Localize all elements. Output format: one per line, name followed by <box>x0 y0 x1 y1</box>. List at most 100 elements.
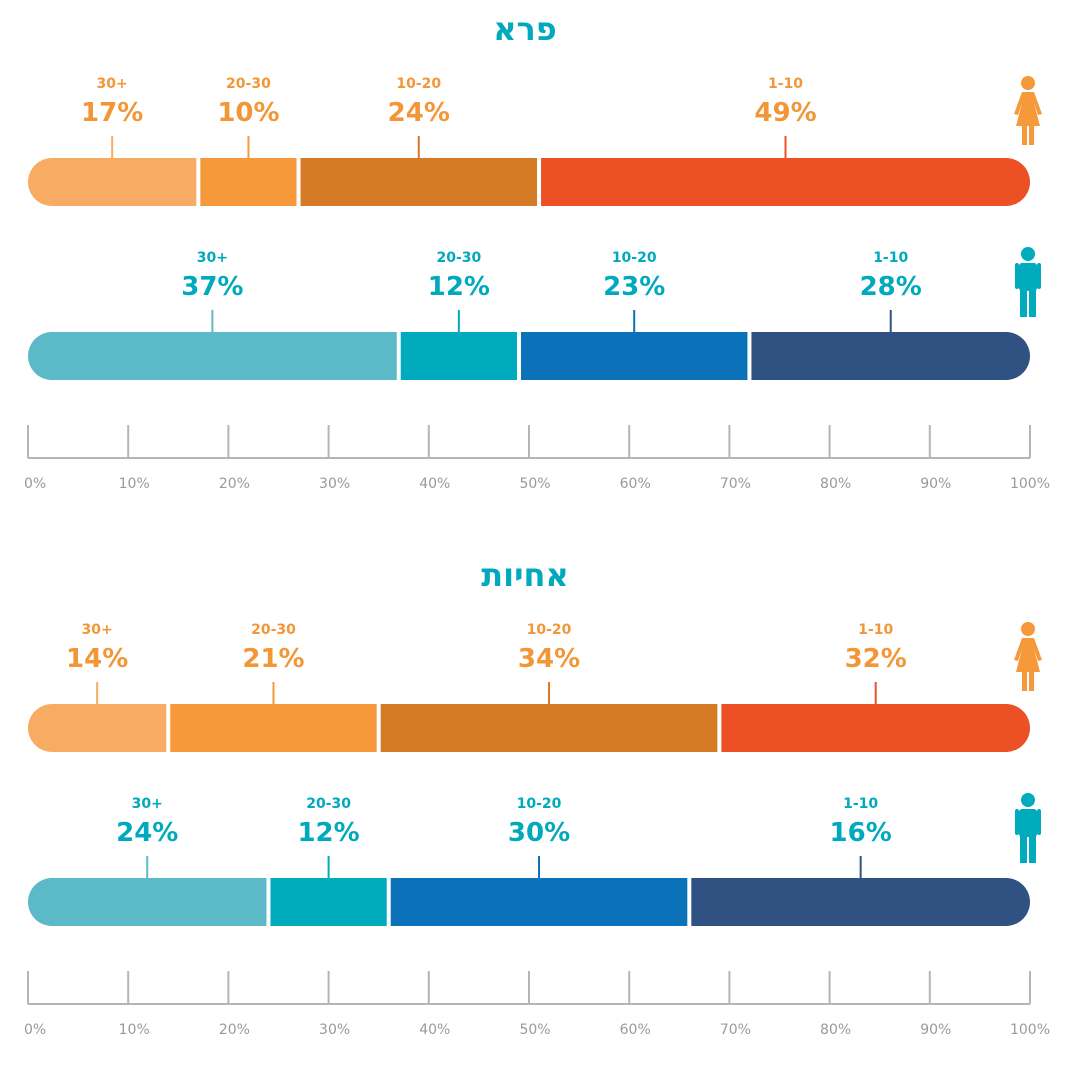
segment-category-label: 20-30 <box>251 622 296 638</box>
bar-row-male: 30+ 24% 20-30 12% 10-20 30% 1-10 16% <box>28 793 1041 926</box>
chart-title: פרא <box>493 10 557 48</box>
x-axis-tick-label: 10% <box>119 476 150 492</box>
segment-category-label: 20-30 <box>436 250 481 266</box>
x-axis-tick-label: 100% <box>1010 1022 1050 1038</box>
bar-segment <box>520 332 748 380</box>
segment-value-label: 49% <box>754 98 816 128</box>
bar-row-female: 30+ 17% 20-30 10% 10-20 24% 1-10 49% <box>28 76 1042 206</box>
x-axis-tick-label: 50% <box>519 476 550 492</box>
segment-category-label: 1-10 <box>873 250 908 266</box>
x-axis-tick-label: 70% <box>720 476 751 492</box>
x-axis-tick-label: 70% <box>720 1022 751 1038</box>
chart-title: אחיות <box>481 556 569 594</box>
x-axis-tick-label: 0% <box>24 476 46 492</box>
x-axis-tick-label: 0% <box>24 1022 46 1038</box>
x-axis-tick-label: 80% <box>820 476 851 492</box>
segment-value-label: 12% <box>428 272 490 302</box>
bar-segment <box>28 332 397 380</box>
bar-row-female: 30+ 14% 20-30 21% 10-20 34% 1-10 32% <box>28 622 1042 752</box>
male-icon-head <box>1021 247 1035 261</box>
male-icon-arm <box>1037 263 1041 289</box>
male-icon-leg <box>1029 835 1036 863</box>
segment-category-label: 10-20 <box>517 796 562 812</box>
segment-category-label: 10-20 <box>396 76 441 92</box>
x-axis-tick-label: 30% <box>319 1022 350 1038</box>
bar-segment <box>691 878 1030 926</box>
male-icon <box>1015 793 1041 863</box>
female-icon-head <box>1021 76 1035 90</box>
bar-segment <box>751 332 1030 380</box>
female-icon <box>1014 622 1042 691</box>
segment-value-label: 28% <box>860 272 922 302</box>
x-axis-tick-label: 100% <box>1010 476 1050 492</box>
x-axis-tick-label: 40% <box>419 476 450 492</box>
segment-category-label: 20-30 <box>306 796 351 812</box>
segment-value-label: 24% <box>388 98 450 128</box>
segment-category-label: 20-30 <box>226 76 271 92</box>
male-icon-leg <box>1029 289 1036 317</box>
x-axis-tick-label: 30% <box>319 476 350 492</box>
male-icon-head <box>1021 793 1035 807</box>
bar-segment <box>400 332 517 380</box>
segment-category-label: 1-10 <box>843 796 878 812</box>
female-icon-leg <box>1029 672 1034 691</box>
segment-value-label: 37% <box>181 272 243 302</box>
segment-value-label: 34% <box>518 644 580 674</box>
male-icon <box>1015 247 1041 317</box>
segment-category-label: 1-10 <box>768 76 803 92</box>
bar-segment <box>270 878 387 926</box>
bar-segment <box>541 158 1030 206</box>
segment-category-label: 1-10 <box>858 622 893 638</box>
female-icon-leg <box>1022 672 1027 691</box>
male-icon-arm <box>1015 263 1019 289</box>
x-axis-tick-label: 60% <box>620 1022 651 1038</box>
x-axis-tick-label: 10% <box>119 1022 150 1038</box>
segment-value-label: 16% <box>830 818 892 848</box>
bar-row-male: 30+ 37% 20-30 12% 10-20 23% 1-10 28% <box>28 247 1041 380</box>
female-icon-body <box>1014 92 1042 126</box>
segment-category-label: 30+ <box>132 796 163 812</box>
female-icon-body <box>1014 638 1042 672</box>
segment-category-label: 10-20 <box>527 622 572 638</box>
x-axis-tick-label: 20% <box>219 476 250 492</box>
female-icon-leg <box>1022 126 1027 145</box>
bar-segment <box>28 878 267 926</box>
x-axis-tick-label: 90% <box>920 1022 951 1038</box>
x-axis-tick-label: 40% <box>419 1022 450 1038</box>
x-axis: 0% 10% 20% 30% 40% 50% 60% 70% 80% 90% 100% <box>24 425 1050 492</box>
male-icon-leg <box>1020 289 1027 317</box>
bar-segment <box>200 158 297 206</box>
segment-value-label: 30% <box>508 818 570 848</box>
segment-value-label: 17% <box>81 98 143 128</box>
segment-value-label: 32% <box>845 644 907 674</box>
male-icon-torso <box>1019 263 1037 291</box>
bar-segment <box>380 704 718 752</box>
bar-segment <box>170 704 377 752</box>
x-axis-tick-label: 20% <box>219 1022 250 1038</box>
male-icon-leg <box>1020 835 1027 863</box>
x-axis-tick-label: 50% <box>519 1022 550 1038</box>
chart-panel: אחיות 30+ 14% 20-30 21% 10-20 34% 1-10 32% 30+ 24%… <box>24 556 1050 1038</box>
x-axis-tick-label: 60% <box>620 476 651 492</box>
bar-segment <box>390 878 688 926</box>
segment-value-label: 14% <box>66 644 128 674</box>
segment-value-label: 12% <box>297 818 359 848</box>
segment-category-label: 30+ <box>82 622 113 638</box>
chart-panel: פרא 30+ 17% 20-30 10% 10-20 24% 1-10 49% 30+ 37% 20… <box>24 10 1050 492</box>
female-icon-leg <box>1029 126 1034 145</box>
bar-segment <box>28 158 197 206</box>
male-icon-arm <box>1015 809 1019 835</box>
bar-segment <box>300 158 538 206</box>
segment-category-label: 30+ <box>197 250 228 266</box>
female-icon <box>1014 76 1042 145</box>
x-axis-tick-label: 80% <box>820 1022 851 1038</box>
x-axis: 0% 10% 20% 30% 40% 50% 60% 70% 80% 90% 100% <box>24 971 1050 1038</box>
bar-segment <box>28 704 167 752</box>
segment-value-label: 24% <box>116 818 178 848</box>
female-icon-head <box>1021 622 1035 636</box>
segment-category-label: 10-20 <box>612 250 657 266</box>
male-icon-torso <box>1019 809 1037 837</box>
segment-value-label: 21% <box>242 644 304 674</box>
